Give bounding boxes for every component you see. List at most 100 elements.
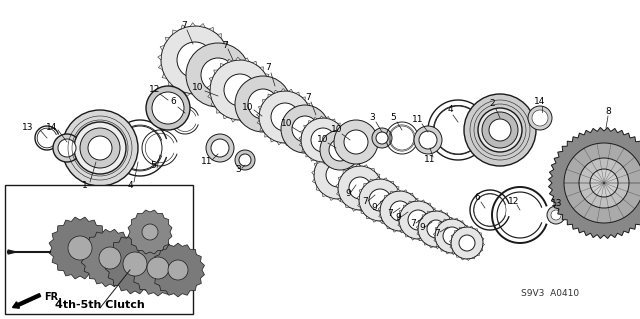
- Ellipse shape: [224, 74, 256, 106]
- Polygon shape: [397, 216, 399, 220]
- Polygon shape: [360, 210, 364, 212]
- Polygon shape: [380, 201, 383, 204]
- Ellipse shape: [482, 112, 518, 148]
- Text: S9V3  A0410: S9V3 A0410: [521, 289, 579, 298]
- Ellipse shape: [177, 42, 213, 78]
- Text: 5: 5: [390, 114, 396, 122]
- Polygon shape: [228, 59, 232, 63]
- Polygon shape: [417, 218, 420, 221]
- Polygon shape: [289, 89, 292, 92]
- Polygon shape: [223, 41, 228, 46]
- Text: 9: 9: [395, 213, 401, 222]
- Text: 9: 9: [419, 224, 425, 233]
- Polygon shape: [408, 201, 412, 204]
- Ellipse shape: [53, 134, 81, 162]
- Polygon shape: [433, 208, 435, 211]
- Polygon shape: [308, 124, 312, 128]
- Polygon shape: [277, 142, 282, 145]
- Text: 14: 14: [46, 122, 58, 131]
- Polygon shape: [282, 88, 285, 91]
- Polygon shape: [320, 116, 323, 118]
- Polygon shape: [314, 117, 317, 120]
- Ellipse shape: [329, 139, 351, 161]
- Text: 11: 11: [201, 158, 212, 167]
- Polygon shape: [406, 234, 408, 237]
- Polygon shape: [81, 229, 139, 287]
- Polygon shape: [257, 113, 259, 117]
- Ellipse shape: [380, 191, 420, 231]
- Polygon shape: [393, 213, 396, 217]
- Ellipse shape: [320, 130, 360, 170]
- Polygon shape: [307, 103, 310, 107]
- Polygon shape: [214, 70, 218, 74]
- Polygon shape: [372, 219, 376, 222]
- Polygon shape: [427, 211, 430, 213]
- Polygon shape: [364, 183, 367, 187]
- Polygon shape: [323, 193, 326, 197]
- Ellipse shape: [408, 210, 428, 230]
- Polygon shape: [420, 238, 422, 241]
- Polygon shape: [382, 221, 385, 224]
- Polygon shape: [356, 160, 360, 163]
- Ellipse shape: [372, 128, 392, 148]
- Polygon shape: [306, 154, 308, 157]
- Ellipse shape: [99, 247, 121, 269]
- Polygon shape: [376, 177, 380, 179]
- Text: 6: 6: [474, 192, 480, 202]
- Ellipse shape: [528, 106, 552, 130]
- Text: 7: 7: [222, 41, 228, 49]
- Polygon shape: [220, 63, 224, 67]
- Polygon shape: [477, 253, 479, 256]
- Polygon shape: [305, 131, 308, 134]
- Ellipse shape: [478, 108, 522, 152]
- Polygon shape: [452, 253, 455, 255]
- Ellipse shape: [334, 120, 378, 164]
- Polygon shape: [319, 156, 323, 160]
- Polygon shape: [416, 226, 419, 229]
- Polygon shape: [346, 196, 350, 199]
- Polygon shape: [379, 214, 381, 218]
- Polygon shape: [483, 243, 484, 246]
- Polygon shape: [369, 179, 373, 182]
- Ellipse shape: [590, 169, 618, 197]
- Ellipse shape: [271, 103, 299, 131]
- Polygon shape: [381, 181, 383, 185]
- Polygon shape: [329, 160, 332, 163]
- Polygon shape: [296, 92, 300, 95]
- Polygon shape: [397, 189, 401, 191]
- Polygon shape: [445, 213, 448, 215]
- Polygon shape: [299, 137, 302, 140]
- Polygon shape: [401, 229, 403, 232]
- Polygon shape: [383, 178, 388, 181]
- Polygon shape: [452, 251, 455, 253]
- Text: 10: 10: [332, 125, 343, 135]
- Polygon shape: [379, 196, 382, 199]
- Ellipse shape: [281, 105, 329, 153]
- Polygon shape: [185, 93, 190, 96]
- Polygon shape: [264, 134, 268, 137]
- Polygon shape: [252, 61, 257, 65]
- FancyArrow shape: [13, 293, 40, 308]
- Polygon shape: [300, 130, 303, 134]
- Ellipse shape: [259, 91, 311, 143]
- Polygon shape: [380, 221, 383, 223]
- Polygon shape: [398, 207, 401, 211]
- Ellipse shape: [564, 143, 640, 223]
- Bar: [5, 185, 193, 314]
- Polygon shape: [323, 162, 326, 164]
- Polygon shape: [435, 227, 437, 230]
- Polygon shape: [299, 137, 301, 140]
- Polygon shape: [424, 236, 428, 239]
- Polygon shape: [248, 117, 252, 121]
- Polygon shape: [265, 74, 269, 78]
- Polygon shape: [217, 34, 221, 38]
- Polygon shape: [330, 197, 334, 200]
- Polygon shape: [256, 113, 260, 116]
- Polygon shape: [349, 166, 353, 169]
- Polygon shape: [220, 78, 225, 83]
- Text: 7: 7: [387, 210, 393, 219]
- Polygon shape: [410, 193, 413, 196]
- Text: 7: 7: [181, 21, 187, 31]
- Text: 3: 3: [369, 114, 375, 122]
- Text: 9: 9: [371, 203, 377, 211]
